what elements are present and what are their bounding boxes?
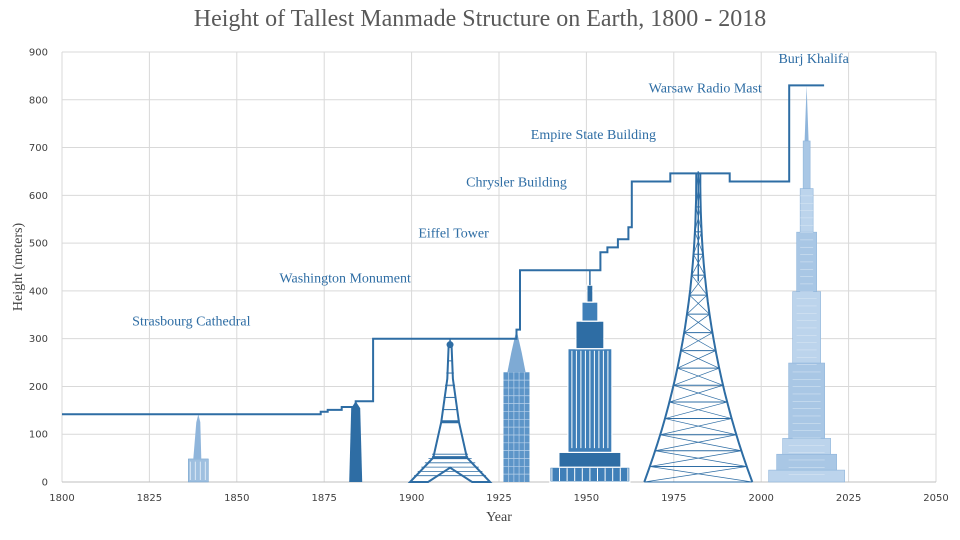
x-axis-label: Year bbox=[486, 510, 512, 525]
y-tick-label: 500 bbox=[29, 239, 48, 250]
tick-labels: 0 100 200 300 400 500 600 700 800 900 1800 1825 1850… bbox=[29, 48, 949, 505]
y-tick-label: 100 bbox=[29, 430, 48, 441]
annotation-label: Chrysler Building bbox=[466, 176, 567, 191]
x-tick-label: 1875 bbox=[311, 493, 336, 504]
annotation-label: Burj Khalifa bbox=[778, 52, 849, 67]
annotation-label: Strasbourg Cathedral bbox=[132, 314, 250, 329]
x-tick-label: 1900 bbox=[399, 493, 424, 504]
structure-silhouettes bbox=[188, 85, 845, 483]
y-tick-label: 400 bbox=[29, 286, 48, 297]
silhouette-eiffel-tower bbox=[407, 338, 493, 483]
x-tick-label: 2025 bbox=[836, 493, 861, 504]
y-tick-label: 900 bbox=[29, 48, 48, 59]
y-tick-label: 0 bbox=[42, 478, 48, 489]
silhouette-washington-monument bbox=[349, 401, 363, 482]
silhouette-warsaw-radio-mast bbox=[643, 171, 754, 483]
x-tick-label: 1825 bbox=[137, 493, 162, 504]
annotation-label: Washington Monument bbox=[279, 271, 411, 286]
x-tick-label: 2050 bbox=[923, 493, 948, 504]
series-line bbox=[62, 84, 825, 416]
silhouette-strasbourg-cathedral bbox=[188, 414, 209, 483]
annotations: Strasbourg Cathedral Washington Monument E… bbox=[132, 52, 849, 329]
silhouette-chrysler-building bbox=[503, 329, 530, 482]
series-layer bbox=[62, 84, 825, 416]
annotation-label: Empire State Building bbox=[531, 128, 656, 143]
grid-layer bbox=[61, 51, 937, 483]
x-tick-label: 1975 bbox=[661, 493, 686, 504]
silhouette-empire-state-building bbox=[549, 270, 631, 483]
x-tick-label: 1800 bbox=[49, 493, 74, 504]
y-tick-label: 700 bbox=[29, 143, 48, 154]
x-tick-label: 1925 bbox=[486, 493, 511, 504]
y-tick-label: 200 bbox=[29, 382, 48, 393]
y-tick-label: 600 bbox=[29, 191, 48, 202]
y-tick-label: 300 bbox=[29, 334, 48, 345]
x-tick-label: 1850 bbox=[224, 493, 249, 504]
x-tick-label: 1950 bbox=[574, 493, 599, 504]
chart-title: Height of Tallest Manmade Structure on E… bbox=[193, 6, 767, 32]
annotation-label: Eiffel Tower bbox=[418, 226, 489, 241]
silhouette-burj-khalifa bbox=[768, 85, 845, 483]
y-axis-label: Height (meters) bbox=[11, 223, 26, 312]
y-tick-label: 800 bbox=[29, 95, 48, 106]
annotation-label: Warsaw Radio Mast bbox=[649, 82, 762, 97]
x-tick-label: 2000 bbox=[748, 493, 773, 504]
